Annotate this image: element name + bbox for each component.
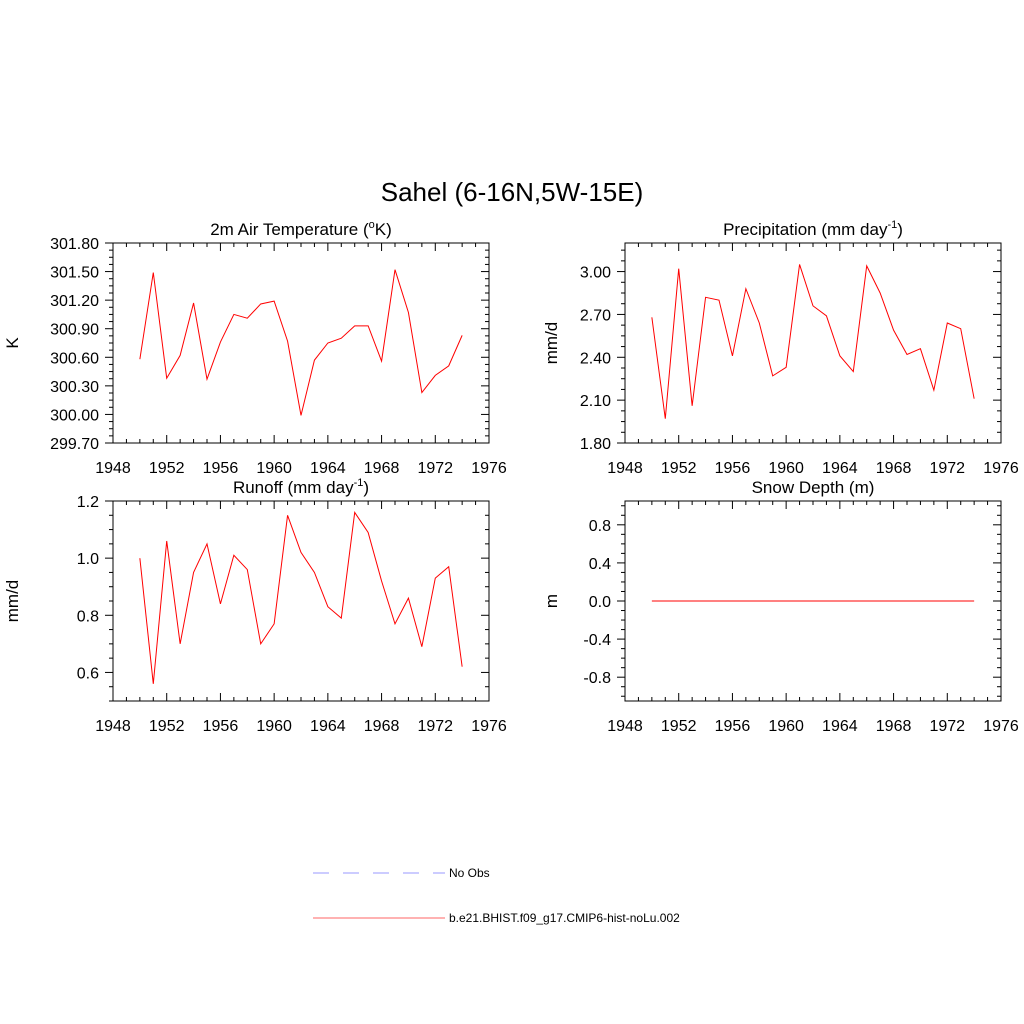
x-tick-label: 1968 xyxy=(364,460,400,477)
panels-group: 2m Air Temperature (oK) K 1948 1952 1956 1960… xyxy=(3,219,1019,735)
y-tick-label: 0.8 xyxy=(77,608,99,625)
x-tick-label: 1972 xyxy=(929,718,965,735)
panel-title: Runoff (mm day-1) xyxy=(233,477,369,497)
y-tick-label: 301.20 xyxy=(50,293,99,310)
y-tick-label: 0.6 xyxy=(77,665,99,682)
x-tick-label: 1952 xyxy=(149,718,185,735)
panel-title: 2m Air Temperature (oK) xyxy=(210,219,392,239)
x-tick-label: 1972 xyxy=(417,718,453,735)
y-tick-label: 300.30 xyxy=(50,379,99,396)
x-tick-label: 1976 xyxy=(471,718,507,735)
figure-title: Sahel (6-16N,5W-15E) xyxy=(381,177,644,207)
x-tick-label: 1968 xyxy=(876,460,912,477)
y-tick-label: 2.70 xyxy=(580,307,611,324)
panel-title-superscript: o xyxy=(369,219,375,231)
panel-title: Precipitation (mm day-1) xyxy=(723,219,903,239)
x-tick-label: 1952 xyxy=(661,460,697,477)
x-tick-label: 1948 xyxy=(607,460,643,477)
x-tick-label: 1952 xyxy=(149,460,185,477)
x-tick-label: 1956 xyxy=(203,718,239,735)
panel-title: Snow Depth (m) xyxy=(752,478,875,497)
y-tick-label: -0.4 xyxy=(583,632,611,649)
y-axis-label: m xyxy=(542,594,561,608)
series-line-runoff xyxy=(139,511,463,684)
y-tick-label: 1.2 xyxy=(77,494,99,511)
x-tick-label: 1976 xyxy=(471,460,507,477)
y-axis-label: mm/d xyxy=(542,322,561,365)
x-tick-label: 1948 xyxy=(95,718,131,735)
y-tick-label: 1.0 xyxy=(77,551,99,568)
panel-title-suffix: ) xyxy=(363,478,369,497)
y-tick-label: 300.00 xyxy=(50,407,99,424)
y-axis-label: mm/d xyxy=(3,580,22,623)
panel-title-suffix: ) xyxy=(897,220,903,239)
panel-runoff: Runoff (mm day-1) mm/d 1948 1952 1956 1960 196… xyxy=(3,477,507,735)
x-tick-label: 1972 xyxy=(929,460,965,477)
legend-label: b.e21.BHIST.f09_g17.CMIP6-hist-noLu.002 xyxy=(449,911,680,925)
plot-frame xyxy=(624,242,1002,444)
y-tick-label: 299.70 xyxy=(50,436,99,453)
legend-label: No Obs xyxy=(449,866,490,880)
x-tick-label: 1948 xyxy=(607,718,643,735)
y-tick-label: 300.60 xyxy=(50,350,99,367)
panel-title-superscript: -1 xyxy=(354,477,364,489)
y-tick-label: 301.80 xyxy=(50,236,99,253)
x-tick-label: 1968 xyxy=(876,718,912,735)
x-tick-label: 1960 xyxy=(768,718,804,735)
y-tick-label: 0.8 xyxy=(589,518,611,535)
panel-title-text: 2m Air Temperature ( xyxy=(210,220,369,239)
x-tick-label: 1952 xyxy=(661,718,697,735)
series-line-tas xyxy=(139,269,463,416)
y-tick-label: 1.80 xyxy=(580,436,611,453)
x-tick-label: 1964 xyxy=(310,460,346,477)
x-tick-label: 1972 xyxy=(417,460,453,477)
x-tick-label: 1976 xyxy=(983,718,1019,735)
x-tick-label: 1964 xyxy=(310,718,346,735)
panel-title-text: Precipitation (mm day xyxy=(723,220,888,239)
x-tick-label: 1956 xyxy=(203,460,239,477)
x-tick-label: 1956 xyxy=(715,718,751,735)
panel-title-suffix: K) xyxy=(375,220,392,239)
panel-snowdp: Snow Depth (m) m 1948 1952 1956 1960 1964 1968 1… xyxy=(542,478,1019,735)
x-tick-label: 1964 xyxy=(822,460,858,477)
panel-title-superscript: -1 xyxy=(887,219,897,231)
panel-pr: Precipitation (mm day-1) mm/d 1948 1952 1956… xyxy=(542,219,1019,477)
y-tick-label: 2.40 xyxy=(580,350,611,367)
x-tick-label: 1976 xyxy=(983,460,1019,477)
y-tick-label: 0.4 xyxy=(589,556,611,573)
y-tick-label: 2.10 xyxy=(580,393,611,410)
series-line-pr xyxy=(651,264,975,419)
x-tick-label: 1956 xyxy=(715,460,751,477)
x-tick-label: 1960 xyxy=(768,460,804,477)
y-tick-label: 301.50 xyxy=(50,265,99,282)
x-tick-label: 1968 xyxy=(364,718,400,735)
panel-title-text: Snow Depth (m) xyxy=(752,478,875,497)
y-axis-label: K xyxy=(3,337,22,349)
y-tick-label: 300.90 xyxy=(50,322,99,339)
y-tick-label: 3.00 xyxy=(580,265,611,282)
y-tick-label: -0.8 xyxy=(583,670,611,687)
panel-title-text: Runoff (mm day xyxy=(233,478,354,497)
plot-frame xyxy=(112,500,490,702)
legend: No Obs b.e21.BHIST.f09_g17.CMIP6-hist-noL… xyxy=(313,866,680,925)
x-tick-label: 1948 xyxy=(95,460,131,477)
x-tick-label: 1960 xyxy=(256,718,292,735)
y-tick-label: 0.0 xyxy=(589,594,611,611)
x-tick-label: 1964 xyxy=(822,718,858,735)
x-tick-label: 1960 xyxy=(256,460,292,477)
panel-tas: 2m Air Temperature (oK) K 1948 1952 1956 1960… xyxy=(3,219,507,477)
